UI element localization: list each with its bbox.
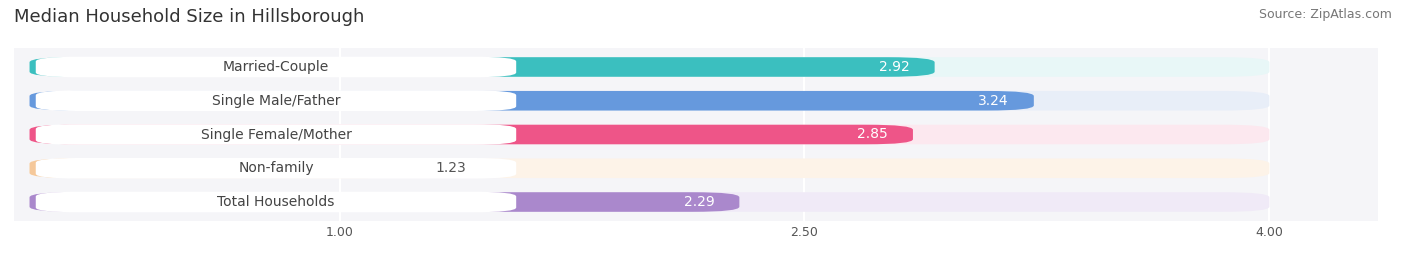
Text: Median Household Size in Hillsborough: Median Household Size in Hillsborough: [14, 8, 364, 26]
Text: Total Households: Total Households: [218, 195, 335, 209]
FancyBboxPatch shape: [30, 192, 1270, 212]
Text: 2.92: 2.92: [879, 60, 910, 74]
Text: Single Male/Father: Single Male/Father: [212, 94, 340, 108]
Text: 1.23: 1.23: [436, 161, 467, 175]
Text: Source: ZipAtlas.com: Source: ZipAtlas.com: [1258, 8, 1392, 21]
FancyBboxPatch shape: [30, 91, 1033, 111]
FancyBboxPatch shape: [30, 125, 912, 144]
FancyBboxPatch shape: [35, 158, 516, 179]
Text: 2.85: 2.85: [858, 128, 889, 141]
FancyBboxPatch shape: [30, 57, 1270, 77]
Text: Single Female/Mother: Single Female/Mother: [201, 128, 352, 141]
FancyBboxPatch shape: [30, 57, 935, 77]
FancyBboxPatch shape: [30, 158, 411, 178]
FancyBboxPatch shape: [35, 124, 516, 145]
FancyBboxPatch shape: [30, 158, 1270, 178]
FancyBboxPatch shape: [35, 192, 516, 212]
Text: Married-Couple: Married-Couple: [222, 60, 329, 74]
FancyBboxPatch shape: [30, 91, 1270, 111]
FancyBboxPatch shape: [35, 90, 516, 111]
Text: Non-family: Non-family: [238, 161, 314, 175]
FancyBboxPatch shape: [30, 125, 1270, 144]
FancyBboxPatch shape: [35, 57, 516, 77]
Text: 2.29: 2.29: [683, 195, 714, 209]
FancyBboxPatch shape: [30, 192, 740, 212]
Text: 3.24: 3.24: [979, 94, 1010, 108]
